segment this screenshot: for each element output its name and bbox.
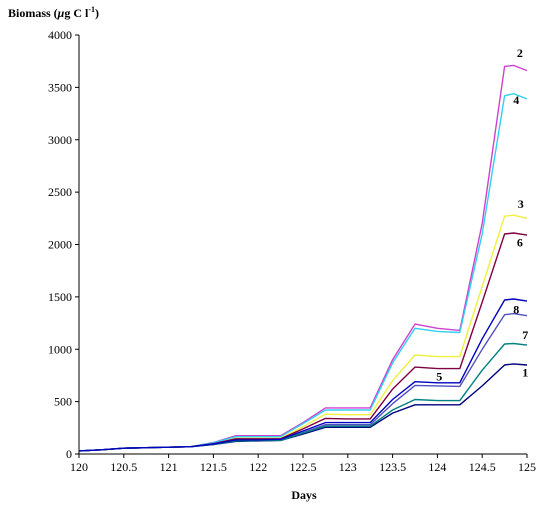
y-tick-label: 500 <box>54 395 72 409</box>
series-8-line <box>78 298 528 452</box>
x-axis-title: Days <box>291 488 317 502</box>
x-tick-label: 122.5 <box>290 460 317 474</box>
series-1-label: 1 <box>522 365 528 379</box>
y-axis-title-suffix: ) <box>95 6 99 20</box>
y-tick-label: 1000 <box>48 342 72 356</box>
series-3-label: 3 <box>518 197 524 211</box>
x-tick-label: 121.5 <box>200 460 227 474</box>
x-tick-label: 123.5 <box>379 460 406 474</box>
y-tick-label: 2000 <box>48 238 72 252</box>
series-5-label: 5 <box>436 370 442 384</box>
x-tick-label: 124 <box>428 460 446 474</box>
x-tick-label: 125 <box>518 460 536 474</box>
x-tick-label: 120 <box>70 460 88 474</box>
series-4-label: 4 <box>513 93 519 107</box>
y-axis-title-sup: -1 <box>88 5 95 14</box>
x-tick-label: 122 <box>249 460 267 474</box>
y-tick-label: 1500 <box>48 290 72 304</box>
x-tick-label: 124.5 <box>469 460 496 474</box>
y-tick-label: 3000 <box>48 133 72 147</box>
series-8-label: 8 <box>513 303 519 317</box>
series-6-line <box>78 232 528 452</box>
x-tick-label: 121 <box>160 460 178 474</box>
series-6-label: 6 <box>517 236 523 250</box>
x-tick-label: 123 <box>339 460 357 474</box>
y-axis-title-prefix: Biomass ( <box>8 6 58 20</box>
series-7-label: 7 <box>522 328 528 342</box>
x-tick-label: 120.5 <box>110 460 137 474</box>
series-2-label: 2 <box>517 46 523 60</box>
y-axis-title: Biomass (μg C l-1) <box>8 5 99 20</box>
y-tick-label: 2500 <box>48 185 72 199</box>
series-4-line <box>78 92 528 452</box>
y-axis-title-mid: g C l <box>64 6 89 20</box>
y-tick-label: 3500 <box>48 80 72 94</box>
y-tick-label: 0 <box>66 447 72 461</box>
series-1-line <box>78 363 528 452</box>
y-tick-label: 4000 <box>48 28 72 42</box>
series-2-line <box>78 64 528 452</box>
y-axis-title-mu: μ <box>57 6 65 20</box>
